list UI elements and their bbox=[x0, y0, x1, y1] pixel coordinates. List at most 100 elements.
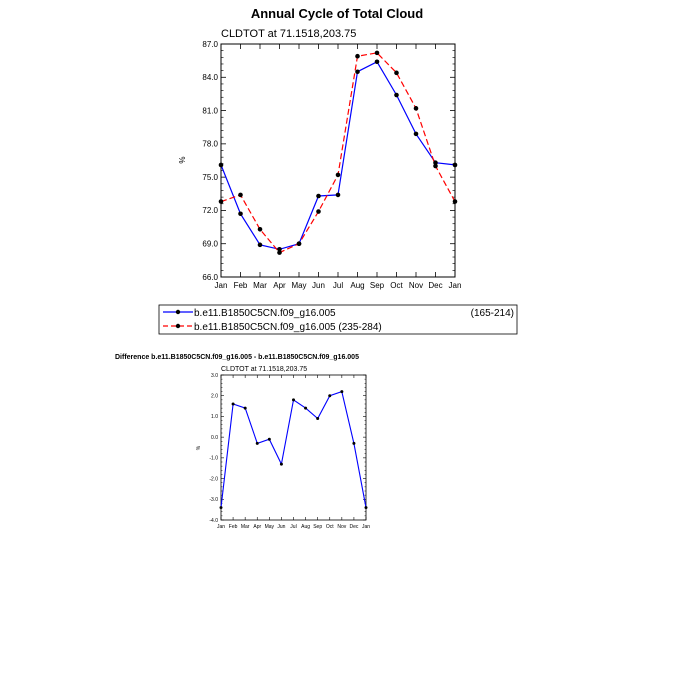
y-tick-label: 0.0 bbox=[211, 435, 218, 441]
y-tick-label: -2.0 bbox=[209, 476, 218, 482]
y-tick-label: 87.0 bbox=[202, 40, 218, 49]
x-tick-label: Dec bbox=[349, 524, 358, 530]
x-tick-label: Apr bbox=[273, 281, 286, 290]
x-tick-label: Mar bbox=[241, 524, 250, 530]
y-tick-label: 69.0 bbox=[202, 240, 218, 249]
chart2-y-axis: -4.0 -3.0 -2.0 -1.0 0.0 1.0 2.0 3.0 bbox=[209, 373, 366, 524]
series-1-point bbox=[304, 406, 308, 410]
y-tick-label: -3.0 bbox=[209, 497, 218, 503]
series-2-point bbox=[452, 199, 458, 204]
chart1-ylabel: % bbox=[178, 156, 187, 163]
series-1-point bbox=[352, 441, 356, 445]
series-1-point bbox=[292, 398, 295, 402]
x-tick-label: Apr bbox=[253, 524, 261, 530]
series-1-point bbox=[433, 160, 438, 166]
legend-label-series-1: b.e11.B1850C5CN.f09_g16.005 bbox=[194, 308, 336, 319]
series-2-point bbox=[257, 226, 263, 232]
series-2-point bbox=[355, 53, 360, 59]
chart1-subtitle: CLDTOT at 71.1518,203.75 bbox=[221, 28, 356, 40]
series-2-point bbox=[296, 241, 302, 247]
series-1-point bbox=[364, 506, 368, 510]
chart2-series-group bbox=[219, 390, 368, 510]
legend-period-series-1: (165-214) bbox=[471, 308, 514, 319]
series-1-point bbox=[452, 162, 458, 168]
legend-marker-series-2 bbox=[175, 323, 181, 329]
series-1-point bbox=[279, 462, 283, 466]
chart2-title: Difference b.e11.B1850C5CN.f09_g16.005 -… bbox=[115, 354, 359, 361]
series-1-point bbox=[335, 192, 341, 198]
series-1-point bbox=[243, 406, 247, 410]
x-tick-label: Jun bbox=[277, 524, 285, 530]
series-2-point bbox=[316, 209, 321, 214]
series-1-point bbox=[238, 211, 243, 217]
x-tick-label: Sep bbox=[370, 281, 385, 290]
series-1-point bbox=[277, 246, 282, 252]
series-2-point bbox=[277, 250, 282, 255]
y-tick-label: -1.0 bbox=[209, 456, 218, 462]
chart1-y-axis: 66.0 69.0 72.0 75.0 78.0 81.0 84.0 87.0 bbox=[202, 40, 455, 282]
x-tick-label: Jan bbox=[362, 524, 370, 530]
x-tick-label: Dec bbox=[428, 281, 442, 290]
x-tick-label: Nov bbox=[337, 524, 346, 530]
x-tick-label: Feb bbox=[229, 524, 238, 530]
series-1-point bbox=[255, 441, 259, 445]
series-1-point bbox=[394, 92, 399, 98]
y-tick-label: 81.0 bbox=[202, 106, 218, 115]
x-tick-label: Jun bbox=[312, 281, 325, 290]
series-2-point bbox=[218, 199, 224, 204]
series-1-point bbox=[355, 69, 360, 75]
legend-label-series-2: b.e11.B1850C5CN.f09_g16.005 (235-284) bbox=[194, 322, 382, 333]
series-1-point bbox=[316, 193, 321, 199]
series-2-point bbox=[394, 70, 399, 76]
series-line-1 bbox=[220, 390, 367, 508]
x-tick-label: May bbox=[291, 281, 306, 290]
series-1-point bbox=[218, 162, 224, 168]
x-tick-label: Jul bbox=[290, 524, 296, 530]
series-line-2 bbox=[220, 52, 456, 254]
x-tick-label: Oct bbox=[326, 524, 334, 530]
x-tick-label: Jul bbox=[333, 281, 343, 290]
chart1-legend: b.e11.B1850C5CN.f09_g16.005 (165-214) b.… bbox=[158, 304, 518, 335]
series-2-point bbox=[238, 192, 243, 198]
y-tick-label: 1.0 bbox=[211, 414, 218, 420]
y-tick-label: 75.0 bbox=[202, 173, 218, 182]
x-tick-label: Feb bbox=[234, 281, 248, 290]
series-1-point bbox=[316, 417, 320, 420]
legend-marker-series-1 bbox=[175, 309, 181, 315]
series-1-point bbox=[219, 506, 223, 510]
series-1-point bbox=[340, 390, 344, 394]
x-tick-label: Nov bbox=[409, 281, 423, 290]
series-2-point bbox=[413, 106, 419, 111]
x-tick-label: Aug bbox=[301, 524, 310, 530]
series-2-point bbox=[433, 163, 438, 169]
x-tick-label: Jan bbox=[215, 281, 228, 290]
series-1-point bbox=[267, 437, 271, 441]
difference-chart: Difference b.e11.B1850C5CN.f09_g16.005 -… bbox=[115, 354, 370, 530]
chart-main-title: Annual Cycle of Total Cloud bbox=[251, 6, 423, 21]
chart1-x-axis: Jan Feb Mar Apr May Jun Jul Aug Sep Oct Nov Dec Jan bbox=[215, 44, 462, 290]
chart1-series-group bbox=[218, 50, 458, 255]
x-tick-label: May bbox=[265, 524, 275, 530]
series-1-point bbox=[231, 402, 235, 406]
chart2-x-axis: Jan Feb Mar Apr May Jun Jul Aug Sep Oct Nov Dec Jan bbox=[217, 375, 370, 530]
x-tick-label: Aug bbox=[350, 281, 364, 290]
series-1-point bbox=[257, 242, 263, 248]
y-tick-label: 72.0 bbox=[202, 206, 218, 215]
y-tick-label: -4.0 bbox=[209, 518, 218, 524]
y-tick-label: 78.0 bbox=[202, 140, 218, 149]
y-tick-label: 3.0 bbox=[211, 373, 218, 379]
series-1-point bbox=[374, 59, 380, 65]
x-tick-label: Oct bbox=[390, 281, 403, 290]
y-tick-label: 84.0 bbox=[202, 73, 218, 82]
x-tick-label: Sep bbox=[313, 524, 322, 530]
y-tick-label: 66.0 bbox=[202, 273, 218, 282]
chart1-plot-frame bbox=[220, 43, 456, 278]
annual-cycle-chart: CLDTOT at 71.1518,203.75 % 66.0 69.0 72.0 7… bbox=[178, 28, 461, 290]
series-1-point bbox=[413, 131, 419, 137]
legend-box bbox=[158, 304, 518, 335]
series-line-1 bbox=[220, 61, 456, 250]
x-tick-label: Mar bbox=[253, 281, 267, 290]
x-tick-label: Jan bbox=[449, 281, 462, 290]
chart2-subtitle: CLDTOT at 71.1518,203.75 bbox=[221, 366, 307, 373]
series-2-point bbox=[374, 50, 380, 56]
